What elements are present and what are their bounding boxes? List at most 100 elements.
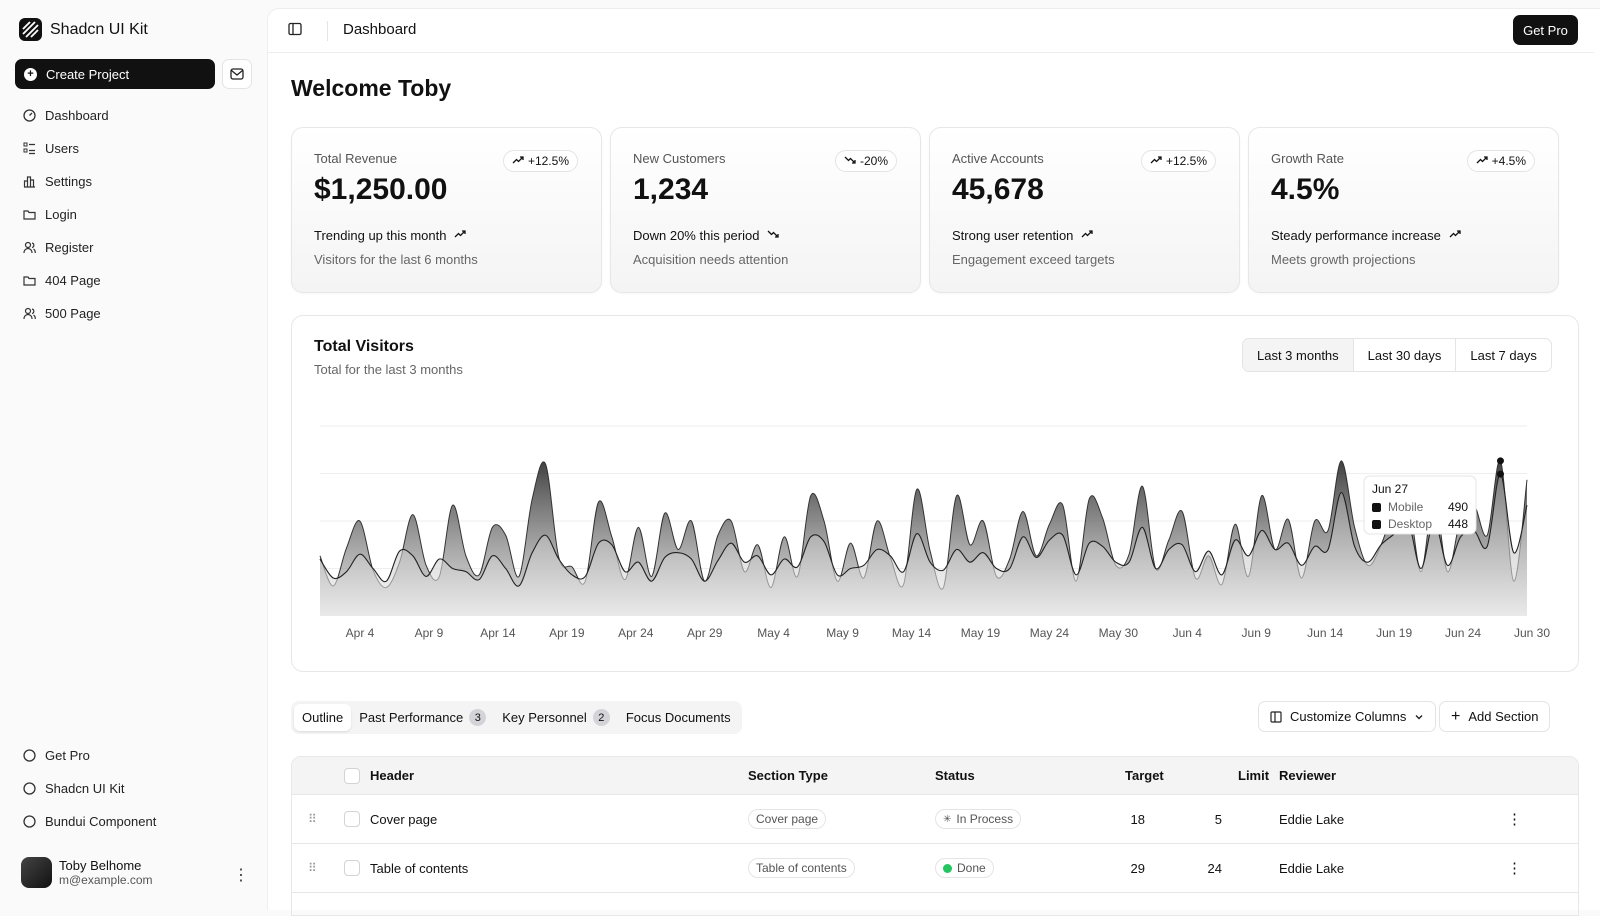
visitors-chart: Apr 4 Apr 9 Apr 14 Apr 19 Apr 24 Apr 29 May 4 M…	[319, 425, 1550, 640]
range-option-30-days[interactable]: Last 30 days	[1354, 339, 1457, 371]
row-actions-icon[interactable]: ⋮	[1507, 811, 1522, 828]
users-icon	[23, 307, 36, 320]
x-tick-label: Apr 29	[687, 626, 723, 640]
drag-handle-icon[interactable]: ⠿	[308, 812, 317, 826]
drag-handle-icon[interactable]: ⠿	[308, 861, 317, 875]
section-type-badge: Table of contents	[748, 858, 855, 878]
visitors-chart-card: Apr 4 Apr 9 Apr 14 Apr 19 Apr 24 Apr 29 May 4 M…	[291, 315, 1579, 672]
stat-label: Growth Rate	[1271, 151, 1344, 166]
tab-label: Focus Documents	[625, 710, 731, 725]
sidebar-item-dashboard[interactable]: Dashboard	[15, 99, 255, 132]
column-header-status[interactable]: Status	[935, 768, 975, 783]
stat-label: New Customers	[633, 151, 726, 166]
x-tick-label: May 4	[757, 626, 790, 640]
limit-value[interactable]: 5	[1214, 811, 1222, 827]
mail-icon	[230, 68, 244, 80]
add-section-label: Add Section	[1468, 709, 1539, 724]
reviewer-value[interactable]: Eddie Lake	[1279, 860, 1345, 876]
brand[interactable]: Shadcn UI Kit	[19, 18, 148, 41]
create-project-label: Create Project	[46, 66, 130, 82]
tab-past-performance[interactable]: Past Performance 3	[351, 704, 494, 731]
sidebar-item-label: Users	[45, 141, 79, 156]
tooltip-swatch	[1372, 503, 1381, 512]
sidebar-item-bundui[interactable]: Bundui Component	[15, 805, 255, 838]
row-checkbox[interactable]	[344, 860, 360, 876]
sidebar-item-users[interactable]: Users	[15, 132, 255, 165]
series-desktop-line	[319, 473, 1528, 587]
user-email: m@example.com	[59, 873, 153, 887]
trending-up-icon	[454, 228, 467, 243]
x-tick-label: Jun 19	[1376, 626, 1412, 640]
sidebar-item-register[interactable]: Register	[15, 231, 255, 264]
customize-columns-button[interactable]: Customize Columns	[1258, 701, 1437, 732]
stat-card: Active Accounts 45,678 +12.5% Strong user r…	[929, 127, 1240, 293]
reviewer-value[interactable]: Eddie Lake	[1279, 811, 1345, 827]
sidebar-item-label: Bundui Component	[45, 814, 157, 829]
tab-outline[interactable]: Outline	[294, 704, 352, 731]
inbox-button[interactable]	[222, 59, 252, 89]
stat-description: Visitors for the last 6 months	[314, 252, 478, 267]
tab-focus-documents[interactable]: Focus Documents	[618, 704, 739, 731]
main-content: Dashboard Get Pro Welcome Toby Total Rev…	[267, 8, 1600, 916]
range-option-3-months[interactable]: Last 3 months	[1243, 339, 1354, 371]
trending-up-icon	[1081, 228, 1094, 243]
get-pro-button[interactable]: Get Pro	[1513, 15, 1578, 45]
sidebar-item-login[interactable]: Login	[15, 198, 255, 231]
row-actions-icon[interactable]: ⋮	[1507, 860, 1522, 877]
divider	[327, 21, 328, 41]
sidebar-item-404[interactable]: 404 Page	[15, 264, 255, 297]
column-header-target[interactable]: Target	[1125, 768, 1164, 783]
add-section-button[interactable]: + Add Section	[1439, 701, 1551, 732]
table-row: ⠿ Table of contents Table of contents Do…	[292, 844, 1578, 893]
stat-card: New Customers 1,234 -20% Down 20% this peri…	[610, 127, 921, 293]
tab-label: Past Performance	[359, 710, 464, 725]
sidebar-item-label: Register	[45, 240, 94, 255]
table-row: ⠿ Cover page Cover page ✳ In Process 18 5…	[292, 795, 1578, 844]
chart-icon	[23, 176, 35, 188]
row-checkbox[interactable]	[344, 811, 360, 827]
folder-icon	[23, 210, 36, 220]
stat-description: Engagement exceed targets	[952, 252, 1115, 267]
folder-icon	[23, 276, 36, 286]
limit-value[interactable]: 24	[1207, 860, 1222, 876]
column-header-limit[interactable]: Limit	[1238, 768, 1270, 783]
user-profile[interactable]: Toby Belhome m@example.com	[21, 857, 153, 888]
tab-key-personnel[interactable]: Key Personnel 2	[494, 704, 618, 731]
page-title: Dashboard	[343, 21, 417, 38]
range-option-7-days[interactable]: Last 7 days	[1470, 347, 1537, 363]
sidebar-item-label: 404 Page	[45, 273, 101, 288]
stat-description: Meets growth projections	[1271, 252, 1416, 267]
users-icon	[23, 241, 36, 254]
change-badge: +12.5%	[502, 150, 578, 172]
select-all-checkbox[interactable]	[344, 767, 360, 784]
column-header-header[interactable]: Header	[370, 768, 415, 783]
trending-up-icon	[1476, 154, 1488, 169]
column-header-reviewer[interactable]: Reviewer	[1279, 768, 1337, 783]
welcome-heading: Welcome Toby	[291, 75, 452, 101]
sidebar-item-label: 500 Page	[45, 306, 101, 321]
create-project-button[interactable]: + Create Project	[15, 59, 215, 89]
target-value[interactable]: 18	[1130, 811, 1145, 827]
sidebar-item-label: Get Pro	[45, 748, 90, 763]
sidebar-item-get-pro[interactable]: Get Pro	[15, 739, 255, 772]
target-value[interactable]: 29	[1130, 860, 1145, 876]
app-name: Shadcn UI Kit	[50, 20, 148, 38]
list-icon	[23, 142, 35, 155]
trend-label: Steady performance increase	[1271, 228, 1441, 243]
row-header[interactable]: Cover page	[370, 811, 438, 827]
stat-value: 1,234	[633, 173, 709, 206]
column-header-section-type[interactable]: Section Type	[748, 768, 828, 783]
trend-label: Trending up this month	[314, 228, 447, 243]
sidebar-item-shadcn-ui-kit[interactable]: Shadcn UI Kit	[15, 772, 255, 805]
plus-circle-icon: +	[24, 67, 37, 81]
more-vertical-icon[interactable]: ⋮	[233, 867, 249, 884]
sidebar-item-settings[interactable]: Settings	[15, 165, 255, 198]
chart-subtitle: Total for the last 3 months	[314, 362, 463, 377]
sidebar-toggle-icon[interactable]	[288, 22, 302, 36]
x-tick-label: May 24	[1030, 626, 1070, 640]
row-header[interactable]: Table of contents	[370, 860, 469, 876]
change-value: +12.5%	[527, 154, 569, 168]
sidebar-item-500[interactable]: 500 Page	[15, 297, 255, 330]
status-label: Done	[957, 861, 986, 875]
x-tick-label: May 14	[892, 626, 932, 640]
